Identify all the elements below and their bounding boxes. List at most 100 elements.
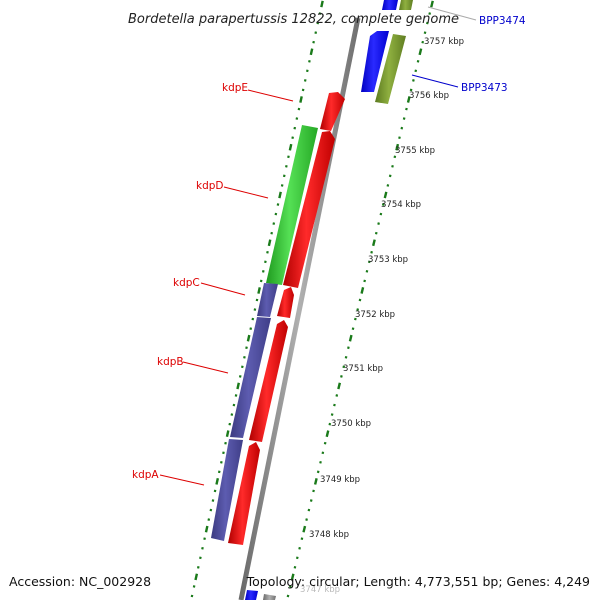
right-row-minor-tick <box>379 212 383 216</box>
right-row-minor-tick <box>323 441 327 445</box>
gene-label-kdpC[interactable]: kdpC <box>173 277 200 289</box>
right-row-minor-tick <box>400 126 404 130</box>
left-row-major-tick <box>267 239 272 247</box>
bpp3474-callout <box>427 6 477 21</box>
right-row-minor-tick <box>423 31 427 34</box>
kdpB-callout <box>182 361 229 374</box>
locus-label-bpp3474[interactable]: BPP3474 <box>479 15 526 27</box>
gene-label-kdpD[interactable]: kdpD <box>196 180 224 192</box>
right-row-minor-tick <box>307 508 311 512</box>
right-row-minor-tick <box>391 164 394 168</box>
right-row-minor-tick <box>330 413 334 416</box>
right-row-minor-tick <box>288 585 292 588</box>
kdpC-block[interactable] <box>257 283 278 317</box>
left-row-major-tick <box>320 0 324 8</box>
forward-cds-arrows <box>228 92 345 545</box>
map-title: Bordetella parapertussis 12822, complete… <box>128 12 459 27</box>
right-row-minor-tick <box>356 308 360 311</box>
bottom-grey-feature[interactable] <box>263 594 276 600</box>
cds-arrow-kdpC[interactable] <box>277 287 294 318</box>
kdpE-callout <box>247 89 294 102</box>
scale-label: 3749 kbp <box>320 475 360 485</box>
bpp3473-callout <box>411 74 459 88</box>
kdpA-callout <box>159 474 205 486</box>
scale-label: 3747 kbp <box>300 585 340 595</box>
scale-label: 3755 kbp <box>395 146 435 156</box>
right-row-minor-tick <box>305 518 308 521</box>
right-row-minor-tick <box>344 355 348 359</box>
cds-arrow-kdpD[interactable] <box>283 131 335 288</box>
left-tick-row <box>190 0 324 598</box>
cds-arrow-kdpA[interactable] <box>228 442 260 545</box>
right-row-minor-tick <box>426 21 429 25</box>
right-tick-row <box>286 0 434 598</box>
right-row-minor-tick <box>405 107 408 111</box>
kdpD-callout <box>223 186 269 199</box>
right-row-minor-tick <box>351 327 355 330</box>
cds-arrow-kdpE[interactable] <box>320 92 345 131</box>
scale-label: 3753 kbp <box>368 255 408 265</box>
right-row-minor-tick <box>340 375 343 378</box>
right-row-minor-tick <box>393 155 397 159</box>
right-row-major-tick <box>418 48 423 56</box>
accession-text: Accession: NC_002928 <box>9 574 152 589</box>
right-row-major-tick <box>383 191 388 199</box>
scale-label: 3750 kbp <box>331 419 371 429</box>
left-row-major-tick <box>204 525 209 533</box>
kdpA-block[interactable] <box>211 439 243 541</box>
kdpE-kdpD-block[interactable] <box>266 125 318 285</box>
left-row-major-tick <box>225 430 230 438</box>
right-row-minor-tick <box>342 365 346 369</box>
right-row-minor-tick <box>298 546 301 550</box>
right-row-minor-tick <box>333 403 336 407</box>
right-row-minor-tick <box>402 117 406 120</box>
right-row-minor-tick <box>386 184 390 187</box>
right-row-minor-tick <box>358 298 362 302</box>
kdpC-callout <box>200 282 246 296</box>
right-row-minor-tick <box>316 470 320 474</box>
scale-label: 3748 kbp <box>309 530 349 540</box>
right-row-major-tick <box>360 287 365 294</box>
right-row-major-tick <box>337 382 342 390</box>
right-row-major-tick <box>430 0 434 8</box>
right-row-minor-tick <box>293 566 297 569</box>
gene-label-kdpB[interactable]: kdpB <box>157 356 184 368</box>
backbone-line-core <box>238 17 361 600</box>
right-row-major-tick <box>290 573 295 581</box>
right-row-major-tick <box>406 96 411 103</box>
gene-labels: kdpE kdpD kdpC kdpB kdpA BPP3474 BPP3473 <box>132 15 526 481</box>
right-row-minor-tick <box>370 250 373 254</box>
bottom-blue-feature[interactable] <box>245 590 258 600</box>
left-row-major-tick <box>299 96 303 103</box>
scale-label: 3757 kbp <box>424 37 464 47</box>
bpp3474-blue-feature[interactable] <box>361 31 389 92</box>
left-row-major-tick <box>236 382 240 390</box>
bpp3473-green-feature[interactable] <box>375 34 406 104</box>
right-row-major-tick <box>325 430 330 438</box>
complement-strand-blocks <box>211 125 318 541</box>
cds-arrow-kdpB[interactable] <box>249 320 288 442</box>
left-row-major-tick <box>246 334 251 342</box>
right-row-minor-tick <box>328 422 332 426</box>
right-row-minor-tick <box>374 231 378 235</box>
right-row-minor-tick <box>319 460 322 464</box>
left-row-major-tick <box>215 478 220 485</box>
right-row-minor-tick <box>335 394 339 397</box>
locus-label-bpp3473[interactable]: BPP3473 <box>461 82 508 94</box>
right-row-minor-tick <box>347 346 350 350</box>
right-row-minor-tick <box>409 88 413 92</box>
topology-text: Topology: circular; Length: 4,773,551 bp… <box>246 574 590 589</box>
top-green-feature[interactable] <box>399 0 413 10</box>
scale-labels: 3757 kbp 3756 kbp 3755 kbp 3754 kbp 3753… <box>300 37 464 595</box>
right-row-minor-tick <box>286 594 290 598</box>
top-blue-feature[interactable] <box>382 0 398 10</box>
right-row-major-tick <box>313 478 318 485</box>
kdpB-block[interactable] <box>230 317 271 438</box>
right-row-minor-tick <box>300 537 304 541</box>
gene-label-kdpA[interactable]: kdpA <box>132 469 159 481</box>
right-row-major-tick <box>348 334 353 342</box>
scale-label: 3751 kbp <box>343 364 383 374</box>
bottom-features <box>245 590 276 600</box>
gene-label-kdpE[interactable]: kdpE <box>222 82 248 94</box>
right-row-minor-tick <box>414 69 418 73</box>
